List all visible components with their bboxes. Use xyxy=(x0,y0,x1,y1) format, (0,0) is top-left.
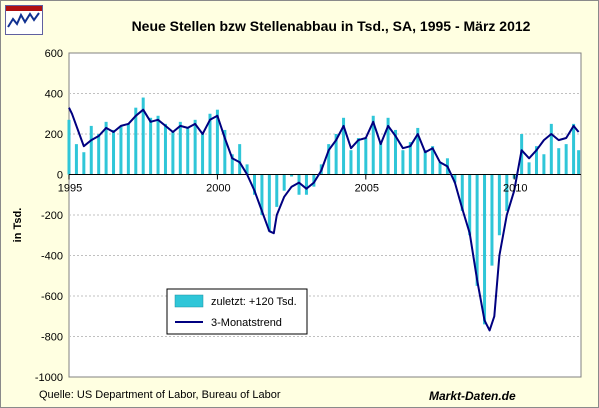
bar xyxy=(134,107,138,175)
bar xyxy=(97,134,101,175)
trend-line-series xyxy=(68,107,580,332)
legend-bar-swatch xyxy=(174,294,204,308)
bar xyxy=(527,162,531,175)
bar xyxy=(275,174,279,207)
bar xyxy=(290,174,294,177)
y-tick-label: 600 xyxy=(45,48,63,60)
bar xyxy=(156,115,160,175)
bar xyxy=(438,162,442,175)
bar xyxy=(423,150,427,175)
bar xyxy=(468,174,472,236)
bar xyxy=(141,97,145,175)
bar xyxy=(408,142,412,175)
brand-name: Markt-Daten.de xyxy=(429,389,516,403)
y-tick-label: -1000 xyxy=(35,372,63,384)
bar xyxy=(171,131,175,175)
bar xyxy=(327,144,331,175)
bar xyxy=(572,123,576,175)
bar xyxy=(67,119,71,175)
grid-lines xyxy=(68,52,582,378)
bar xyxy=(334,134,338,175)
bar xyxy=(163,123,167,175)
bar xyxy=(267,174,271,232)
bar xyxy=(223,129,227,175)
bar xyxy=(238,144,242,175)
bar xyxy=(312,174,316,187)
bar xyxy=(577,150,581,175)
y-tick-label: -600 xyxy=(41,291,63,303)
y-tick-label: 200 xyxy=(45,129,63,141)
bar xyxy=(356,138,360,175)
bar xyxy=(497,174,501,236)
trend-line xyxy=(68,107,580,332)
bar xyxy=(557,148,561,175)
bar xyxy=(393,129,397,175)
bar xyxy=(186,127,190,175)
bar xyxy=(371,115,375,175)
legend-label-line: 3-Monatstrend xyxy=(211,317,282,329)
bar xyxy=(542,154,546,175)
bar xyxy=(534,146,538,175)
bar xyxy=(549,123,553,175)
bar xyxy=(74,144,78,175)
bar xyxy=(342,117,346,175)
bar xyxy=(82,152,86,175)
bar xyxy=(89,125,93,175)
bar xyxy=(260,174,264,215)
bar xyxy=(483,174,487,325)
bar xyxy=(564,144,568,175)
bar xyxy=(178,121,182,175)
legend: zuletzt: +120 Tsd. 3-Monatstrend xyxy=(166,288,308,335)
y-tick-label: 400 xyxy=(45,89,63,101)
bar xyxy=(304,174,308,195)
bar xyxy=(379,142,383,175)
bar xyxy=(453,174,457,183)
bar xyxy=(282,174,286,191)
bar xyxy=(386,117,390,175)
chart-logo-icon xyxy=(5,5,43,35)
bar xyxy=(490,174,494,266)
bar xyxy=(193,119,197,175)
bar xyxy=(416,127,420,175)
y-tick-label: -400 xyxy=(41,251,63,263)
x-tick-label: 2010 xyxy=(503,183,527,195)
y-tick-label: 0 xyxy=(57,170,63,182)
x-tick-label: 2005 xyxy=(355,183,379,195)
bar xyxy=(201,131,205,175)
bar xyxy=(230,154,234,175)
bar xyxy=(460,174,464,211)
bar xyxy=(349,150,353,175)
bar xyxy=(505,174,509,211)
bar xyxy=(364,138,368,175)
bar xyxy=(215,109,219,175)
bar xyxy=(253,174,257,195)
legend-label-bars: zuletzt: +120 Tsd. xyxy=(211,296,297,308)
bar xyxy=(208,113,212,175)
bar xyxy=(112,129,116,175)
bar xyxy=(297,174,301,195)
source-note: Quelle: US Department of Labor, Bureau o… xyxy=(39,389,281,401)
bar xyxy=(119,125,123,175)
x-tick-label: 1995 xyxy=(58,183,82,195)
y-tick-label: -200 xyxy=(41,210,63,222)
bar xyxy=(431,146,435,175)
bar xyxy=(149,117,153,175)
bar xyxy=(104,121,108,175)
chart-title: Neue Stellen bzw Stellenabbau in Tsd., S… xyxy=(131,18,531,34)
bar xyxy=(126,123,130,175)
y-tick-label: -800 xyxy=(41,332,63,344)
x-tick-label: 2000 xyxy=(206,183,230,195)
bar xyxy=(245,164,249,175)
bar xyxy=(475,174,479,286)
bar xyxy=(401,150,405,175)
